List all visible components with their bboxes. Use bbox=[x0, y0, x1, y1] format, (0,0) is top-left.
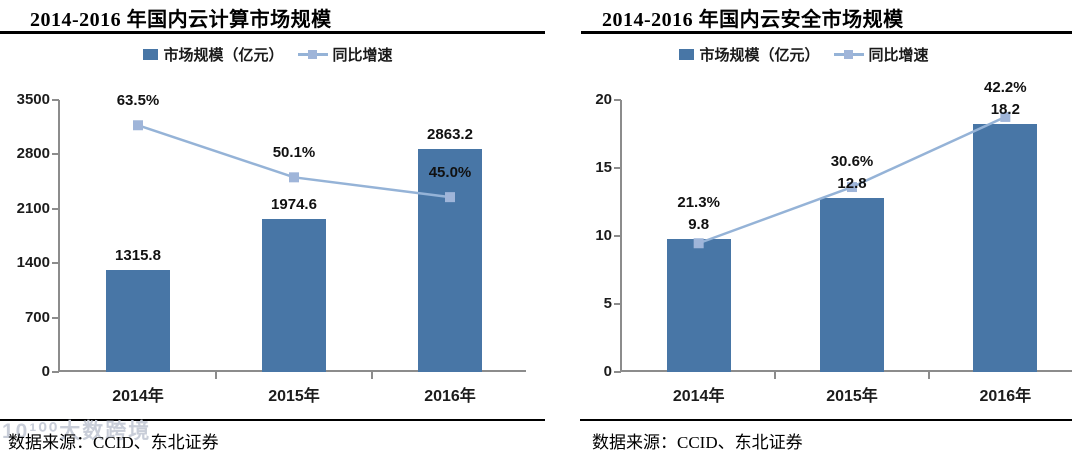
bar-value-label: 2863.2 bbox=[427, 126, 473, 144]
legend: 市场规模（亿元） 同比增速 bbox=[536, 44, 1072, 65]
growth-percent-label: 21.3% bbox=[677, 193, 720, 211]
x-axis-category-label: 2014年 bbox=[672, 388, 725, 405]
y-axis-tick-mark bbox=[52, 371, 59, 373]
legend-item-bar-series: 市场规模（亿元） bbox=[679, 44, 820, 65]
growth-percent-label: 30.6% bbox=[830, 152, 874, 170]
line-marker bbox=[133, 120, 143, 131]
bar bbox=[666, 238, 731, 372]
bar-swatch-icon bbox=[679, 49, 695, 60]
chart-title: 2014-2016 年国内云计算市场规模 bbox=[30, 9, 332, 31]
growth-percent-label: 45.0% bbox=[428, 164, 472, 182]
data-source-note: 数据来源：CCID、东北证券 bbox=[8, 433, 219, 452]
cloud-security-chart-panel: 2014-2016 年国内云安全市场规模 市场规模（亿元） 同比增速 0 5 10 1… bbox=[536, 0, 1072, 454]
source-divider bbox=[580, 419, 1072, 421]
source-divider bbox=[0, 419, 545, 421]
bar bbox=[820, 197, 884, 372]
watermark: 10¹⁰⁰大数跨境 bbox=[2, 420, 152, 443]
growth-percent-label: 50.1% bbox=[272, 144, 316, 162]
line-swatch-icon bbox=[297, 50, 328, 59]
y-axis-tick-mark bbox=[52, 153, 59, 156]
line-marker bbox=[693, 238, 704, 249]
y-axis-tick-mark bbox=[52, 262, 59, 265]
title-underline bbox=[581, 31, 1072, 34]
y-axis-tick-mark bbox=[614, 371, 621, 373]
legend-item-line-series: 同比增速 bbox=[833, 44, 929, 65]
plot-area: 0 5 10 15 20 9.8 21.3% 12.8 30.6% 18.2 42.2% 2014年 2… bbox=[595, 79, 1072, 405]
growth-percent-label: 42.2% bbox=[984, 79, 1027, 97]
y-axis-tick-mark bbox=[52, 99, 59, 101]
x-axis-tick-mark bbox=[774, 372, 777, 379]
bar-value-label: 9.8 bbox=[688, 215, 710, 233]
y-axis-tick-label: 0 bbox=[41, 363, 50, 380]
chart-title: 2014-2016 年国内云安全市场规模 bbox=[602, 9, 904, 31]
growth-line bbox=[133, 120, 455, 203]
bar bbox=[418, 149, 482, 372]
legend-bar-label: 市场规模（亿元） bbox=[163, 47, 284, 64]
x-axis-category-label: 2016年 bbox=[424, 388, 476, 405]
y-axis-tick-mark bbox=[614, 167, 621, 169]
legend: 市场规模（亿元） 同比增速 bbox=[0, 44, 536, 65]
y-axis-tick-label: 700 bbox=[24, 308, 50, 326]
y-axis-tick-mark bbox=[614, 303, 621, 305]
x-axis-tick-mark bbox=[215, 372, 217, 379]
bar-value-label: 1315.8 bbox=[115, 246, 161, 264]
legend-item-line-series: 同比增速 bbox=[297, 44, 393, 65]
line-marker bbox=[1000, 111, 1011, 122]
y-axis-tick-label: 3500 bbox=[16, 91, 50, 108]
bar-value-label: 18.2 bbox=[990, 101, 1020, 119]
y-axis-tick-label: 2800 bbox=[16, 145, 50, 163]
y-axis-tick-label: 5 bbox=[603, 295, 612, 312]
x-axis-tick-mark bbox=[371, 372, 373, 379]
y-axis-tick-label: 1400 bbox=[16, 254, 50, 272]
title-underline bbox=[0, 31, 545, 34]
growth-line bbox=[693, 111, 1011, 249]
y-axis-tick-label: 20 bbox=[595, 91, 612, 108]
x-axis-tick-mark bbox=[927, 372, 930, 379]
x-axis-category-label: 2014年 bbox=[112, 388, 164, 405]
legend-line-label: 同比增速 bbox=[332, 47, 393, 64]
y-axis-tick-label: 0 bbox=[603, 363, 612, 380]
bar-value-label: 12.8 bbox=[837, 174, 867, 192]
legend-item-bar-series: 市场规模（亿元） bbox=[143, 44, 284, 65]
y-axis-tick-mark bbox=[614, 99, 621, 101]
bar bbox=[973, 124, 1038, 372]
y-axis-tick-mark bbox=[52, 207, 59, 210]
line-marker bbox=[289, 172, 299, 183]
legend-bar-label: 市场规模（亿元） bbox=[699, 47, 820, 64]
x-axis-category-label: 2015年 bbox=[826, 388, 878, 405]
data-source-note: 数据来源：CCID、东北证券 bbox=[592, 433, 803, 452]
cloud-computing-chart-panel: 2014-2016 年国内云计算市场规模 市场规模（亿元） 同比增速 0 700 1… bbox=[0, 9, 545, 452]
legend-line-label: 同比增速 bbox=[868, 47, 929, 64]
line-marker bbox=[847, 182, 857, 193]
plot-area: 0 700 1400 2100 2800 3500 1315.8 63.5% 1974.6 50.… bbox=[17, 91, 526, 405]
bar-value-label: 1974.6 bbox=[271, 195, 317, 213]
x-axis-category-label: 2015年 bbox=[268, 388, 320, 405]
y-axis-tick-label: 15 bbox=[595, 159, 612, 176]
line-marker bbox=[445, 192, 455, 203]
line-swatch-icon bbox=[833, 50, 864, 59]
y-axis-tick-mark bbox=[614, 235, 621, 237]
bar bbox=[106, 269, 170, 372]
y-axis-tick-mark bbox=[52, 316, 59, 319]
bar bbox=[262, 218, 326, 372]
y-axis-tick-label: 2100 bbox=[16, 199, 50, 217]
growth-percent-label: 63.5% bbox=[116, 92, 160, 110]
y-axis-tick-label: 10 bbox=[595, 227, 612, 244]
bar-swatch-icon bbox=[143, 49, 159, 60]
x-axis-category-label: 2016年 bbox=[979, 388, 1032, 405]
